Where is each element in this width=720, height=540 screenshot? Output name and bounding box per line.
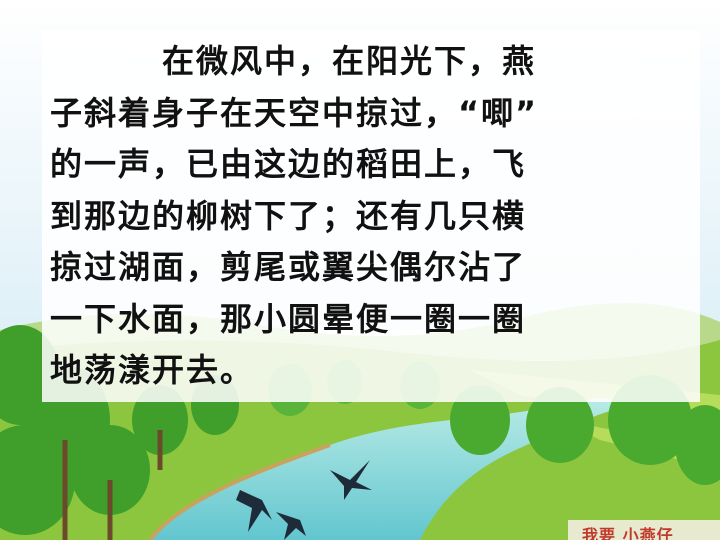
passage-line: 掠过湖面，剪尾或翼尖偶尔沾了 [50, 248, 527, 286]
river-bank [148, 443, 331, 540]
swallows [236, 460, 372, 540]
swallow [276, 512, 306, 540]
corner-tag: 我要 小燕仔 [568, 520, 720, 540]
passage-line: 地荡漾开去。 [50, 351, 255, 389]
passage-line: 到那边的柳树下了；还有几只横 [50, 196, 527, 235]
corner-tag-text: 我要 小燕仔 [582, 526, 674, 540]
passage-line: 在微风中，在阳光下，燕 [162, 42, 537, 80]
passage-line: 一下水面，那小圆晕便一圈一圈 [50, 299, 527, 338]
trunks-left [62, 430, 163, 540]
passage-line: 子斜着身子在天空中掠过，“唧” [50, 93, 539, 132]
river [150, 398, 640, 540]
swallow [236, 490, 272, 532]
passage-text: 在微风中，在阳光下，燕 子斜着身子在天空中掠过，“唧” 的一声，已由这边的稻田上… [50, 36, 666, 397]
passage-line: 的一声，已由这边的稻田上，飞 [50, 145, 527, 183]
text-panel [42, 30, 700, 402]
swallow [330, 460, 372, 500]
